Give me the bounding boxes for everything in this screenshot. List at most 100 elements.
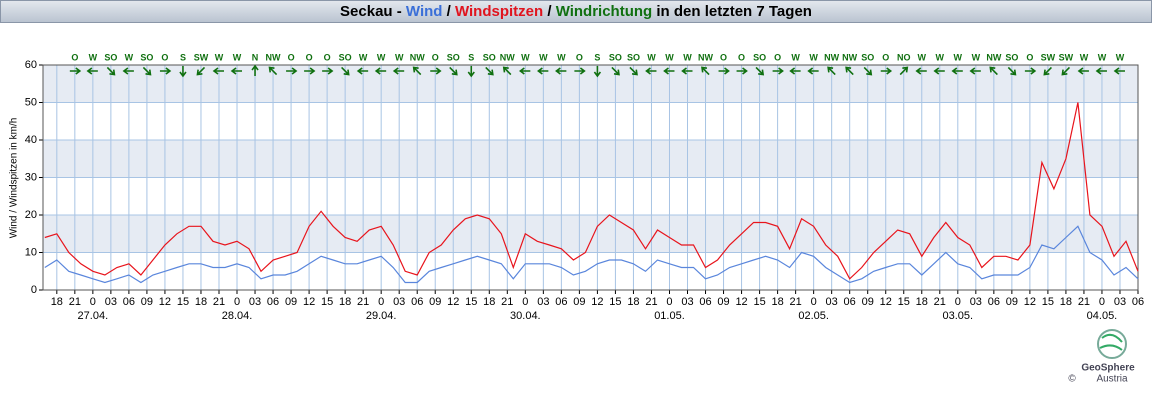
direction-label: SO (104, 52, 117, 62)
direction-label: W (521, 52, 530, 62)
series-line (44, 102, 1139, 280)
direction-arrow (736, 67, 748, 75)
x-tick-label: 09 (573, 296, 585, 308)
direction-label: SO (447, 52, 460, 62)
x-tick-label: 21 (69, 296, 81, 308)
x-tick-label: 0 (1099, 296, 1105, 308)
x-tick-label: 09 (429, 296, 441, 308)
x-tick-label: 18 (916, 296, 928, 308)
direction-arrow (106, 66, 116, 76)
direction-arrow (230, 67, 243, 75)
x-tick-label: 0 (811, 296, 817, 308)
x-tick-label: 0 (378, 296, 384, 308)
direction-label: W (557, 52, 566, 62)
x-tick-label: 09 (717, 296, 729, 308)
x-tick-label: 21 (934, 296, 946, 308)
direction-arrow (502, 66, 512, 76)
x-tick-label: 06 (1132, 296, 1144, 308)
direction-label: SO (753, 52, 766, 62)
direction-label: O (161, 52, 168, 62)
direction-label: SO (1005, 52, 1018, 62)
direction-label: O (288, 52, 295, 62)
title-part: Seckau - (340, 3, 406, 20)
direction-label: O (774, 52, 781, 62)
y-tick-label: 10 (25, 246, 37, 258)
direction-arrow (611, 66, 620, 76)
x-tick-label: 09 (862, 296, 874, 308)
direction-label: SO (140, 52, 153, 62)
date-label: 02.05. (798, 310, 829, 322)
logo-icon (1099, 333, 1123, 351)
direction-label: W (936, 52, 945, 62)
direction-label: NW (986, 52, 1001, 62)
y-tick-label: 20 (25, 209, 37, 221)
x-tick-label: 21 (645, 296, 657, 308)
title-part: Windrichtung (556, 3, 653, 20)
direction-label: O (306, 52, 313, 62)
direction-label: SO (627, 52, 640, 62)
copyright: © (1068, 374, 1076, 385)
x-tick-label: 21 (357, 296, 369, 308)
direction-label: O (738, 52, 745, 62)
direction-arrow (863, 66, 873, 76)
x-tick-label: 12 (591, 296, 603, 308)
title-part: / (442, 3, 455, 20)
direction-arrow (880, 67, 893, 75)
band (43, 140, 1138, 178)
date-label: 03.05. (943, 310, 974, 322)
x-tick-label: 15 (465, 296, 477, 308)
x-tick-label: 18 (627, 296, 639, 308)
x-tick-label: 06 (699, 296, 711, 308)
x-tick-label: 15 (898, 296, 910, 308)
direction-arrow (485, 66, 494, 76)
x-tick-label: 21 (1078, 296, 1090, 308)
x-tick-label: 15 (321, 296, 333, 308)
x-tick-label: 06 (988, 296, 1000, 308)
x-tick-label: 03 (537, 296, 549, 308)
x-tick-label: 03 (105, 296, 117, 308)
x-tick-label: 03 (970, 296, 982, 308)
direction-label: W (972, 52, 981, 62)
direction-label: SO (609, 52, 622, 62)
direction-label: SW (194, 52, 209, 62)
x-tick-label: 0 (90, 296, 96, 308)
direction-arrow (179, 66, 187, 78)
x-tick-label: 18 (483, 296, 495, 308)
x-tick-label: 12 (735, 296, 747, 308)
direction-label: W (647, 52, 656, 62)
x-tick-label: 03 (249, 296, 261, 308)
direction-arrow (1095, 67, 1107, 75)
direction-label: O (576, 52, 583, 62)
direction-label: NW (698, 52, 713, 62)
x-tick-label: 03 (681, 296, 693, 308)
direction-arrow (251, 64, 259, 76)
x-tick-label: 18 (771, 296, 783, 308)
direction-arrow (196, 66, 206, 76)
direction-arrow (449, 66, 458, 76)
direction-arrow (304, 67, 316, 75)
direction-arrow (663, 67, 675, 75)
direction-arrow (701, 66, 710, 76)
logo: GeoSphere Austria © (1068, 329, 1135, 385)
direction-label: W (1116, 52, 1125, 62)
direction-label: O (1026, 52, 1033, 62)
direction-arrow (142, 66, 152, 76)
logo-icon (1097, 329, 1127, 359)
direction-arrow (755, 66, 765, 76)
direction-arrow (374, 67, 387, 75)
x-tick-label: 09 (285, 296, 297, 308)
direction-label: W (665, 52, 674, 62)
direction-label: SO (483, 52, 496, 62)
direction-arrow (899, 66, 909, 76)
direction-label: NW (500, 52, 515, 62)
direction-label: S (468, 52, 474, 62)
direction-arrow (341, 66, 350, 76)
direction-label: SW (1041, 52, 1056, 62)
y-tick-label: 50 (25, 96, 37, 108)
direction-arrow (159, 67, 172, 75)
direction-label: W (89, 52, 98, 62)
direction-label: W (359, 52, 368, 62)
direction-label: W (539, 52, 548, 62)
direction-arrow (322, 67, 334, 75)
direction-arrow (86, 67, 98, 75)
